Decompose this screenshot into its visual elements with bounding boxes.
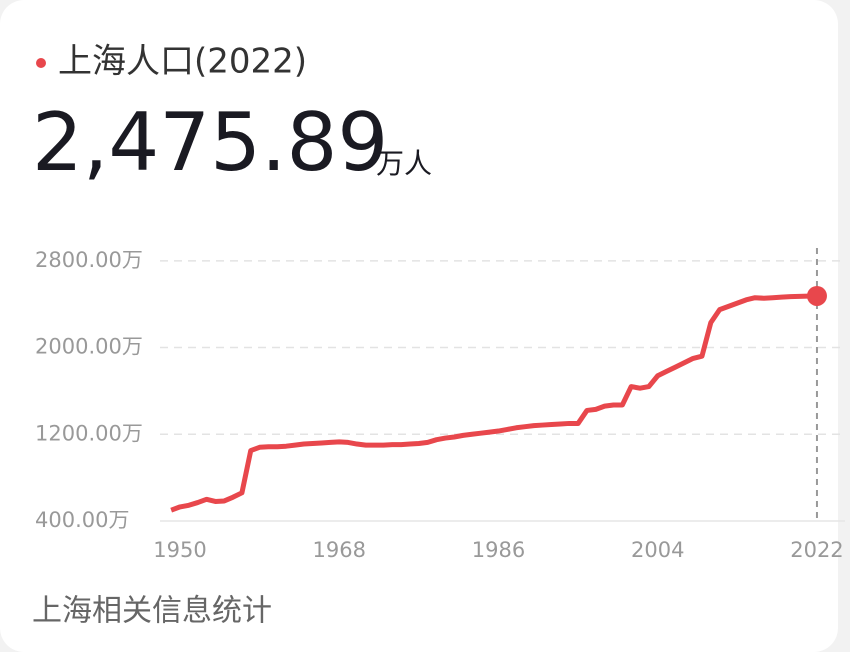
- y-tick-label: 2000.00万: [35, 335, 143, 359]
- unit: 万人: [376, 147, 432, 180]
- footer: 上海相关信息统计: [32, 594, 272, 629]
- y-tick-label: 400.00万: [35, 508, 129, 532]
- y-tick-label: 1200.00万: [35, 421, 143, 445]
- title: 上海人口(2022): [58, 42, 307, 82]
- line: [170, 293, 817, 513]
- big-value: 2,475.89: [32, 96, 388, 189]
- x-tick-label: 1950: [153, 538, 206, 562]
- y-tick-label: 2800.00万: [35, 248, 143, 272]
- title-dot: [36, 58, 46, 68]
- x-tick-label: 2022: [790, 538, 843, 562]
- x-tick-label: 2004: [631, 538, 684, 562]
- end-point: [806, 285, 827, 306]
- x-tick-label: 1986: [472, 538, 525, 562]
- x-tick-label: 1968: [313, 538, 366, 562]
